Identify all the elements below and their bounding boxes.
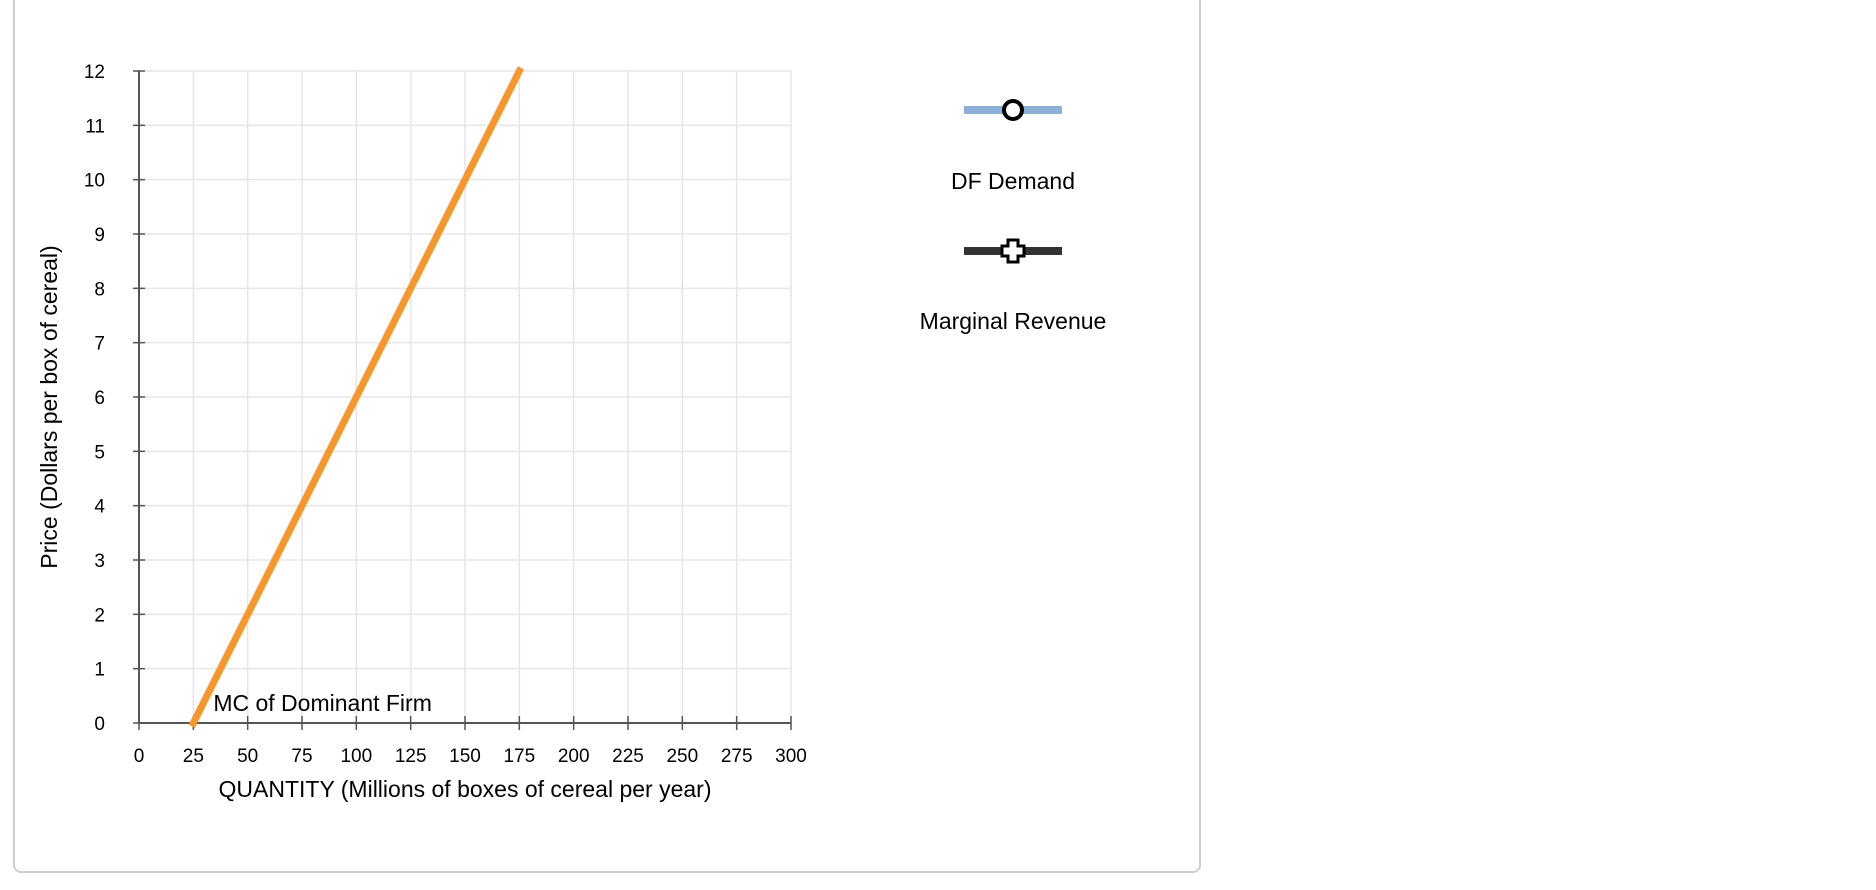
x-tick-label: 300 bbox=[775, 746, 807, 767]
y-tick-label: 7 bbox=[94, 334, 105, 355]
x-axis-title: QUANTITY (Millions of boxes of cereal pe… bbox=[219, 776, 712, 802]
x-tick-label: 25 bbox=[183, 746, 204, 767]
y-tick-label: 11 bbox=[85, 116, 105, 137]
y-tick-label: 2 bbox=[94, 605, 105, 626]
x-tick-label: 0 bbox=[134, 746, 145, 767]
x-tick-label: 225 bbox=[612, 746, 644, 767]
legend-item-df-demand[interactable]: DF Demand bbox=[951, 99, 1075, 194]
x-tick-label: 125 bbox=[395, 746, 427, 767]
y-tick-label: 3 bbox=[94, 551, 105, 572]
x-tick-label: 100 bbox=[340, 746, 372, 767]
x-tick-label: 150 bbox=[449, 746, 481, 767]
grid bbox=[139, 70, 792, 723]
x-tick-label: 175 bbox=[503, 746, 535, 767]
cross-marker-icon bbox=[1000, 238, 1026, 264]
y-axis-title: Price (Dollars per box of cereal) bbox=[36, 245, 62, 568]
y-tick-label: 12 bbox=[84, 62, 105, 83]
y-tick-label: 6 bbox=[94, 388, 105, 409]
y-tick-label: 5 bbox=[94, 442, 105, 463]
circle-marker-icon bbox=[1002, 99, 1024, 121]
y-tick-label: 1 bbox=[94, 660, 105, 681]
x-tick-label: 50 bbox=[237, 746, 258, 767]
series-label-mc-of-dominant-firm: MC of Dominant Firm bbox=[213, 690, 432, 716]
x-tick-label: 275 bbox=[721, 746, 753, 767]
legend: DF Demand Marginal Revenue bbox=[920, 99, 1107, 334]
y-tick-label: 8 bbox=[94, 279, 105, 300]
x-tick-label: 200 bbox=[558, 746, 590, 767]
legend-label-df-demand: DF Demand bbox=[951, 168, 1075, 194]
chart-panel bbox=[13, 0, 1201, 873]
y-tick-label: 4 bbox=[94, 497, 105, 518]
legend-item-marginal-revenue[interactable]: Marginal Revenue bbox=[920, 238, 1107, 334]
y-tick-label: 10 bbox=[84, 171, 105, 192]
series-layer[interactable]: MC of Dominant Firm bbox=[188, 66, 525, 728]
y-tick-label: 9 bbox=[94, 225, 105, 246]
y-tick-label: 0 bbox=[94, 714, 105, 735]
series-line-mc-of-dominant-firm bbox=[188, 66, 525, 728]
x-tick-label: 250 bbox=[666, 746, 698, 767]
legend-label-marginal-revenue: Marginal Revenue bbox=[920, 308, 1107, 334]
x-tick-label: 75 bbox=[291, 746, 312, 767]
